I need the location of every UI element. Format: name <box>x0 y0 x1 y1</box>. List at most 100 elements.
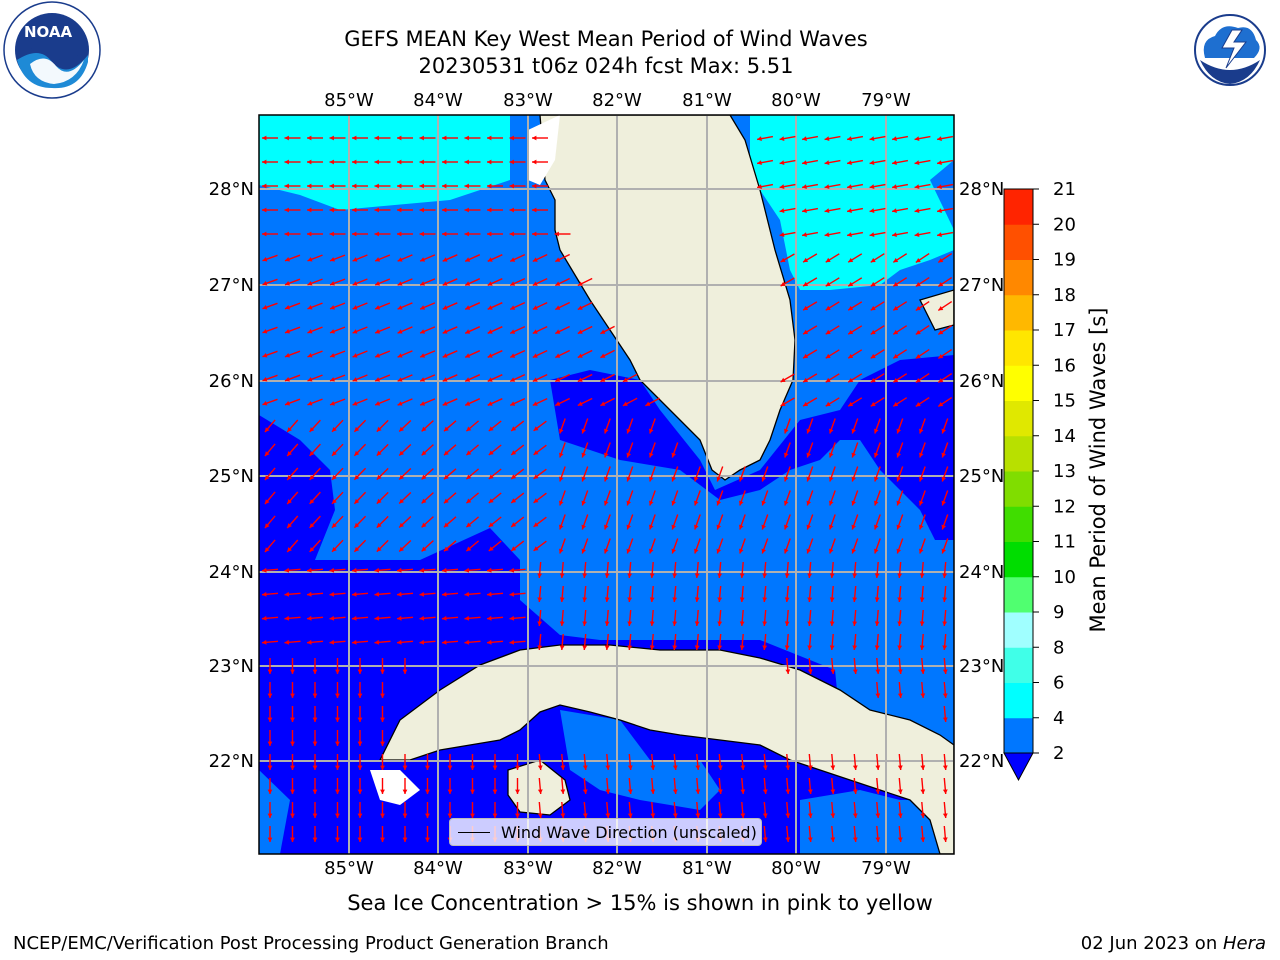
wave-arrow-head <box>376 474 382 480</box>
wave-arrow-head <box>869 208 875 213</box>
wave-arrow-head <box>376 546 382 552</box>
wave-arrow-head <box>919 573 925 578</box>
wave-arrow-head <box>649 548 654 554</box>
wave-arrow-head <box>312 669 318 674</box>
wave-arrow-head <box>807 669 813 674</box>
wave-arrow-head <box>329 639 335 645</box>
wave-arrow-head <box>920 837 926 842</box>
wave-arrow-head <box>645 401 651 406</box>
wave-arrow-head <box>672 573 678 578</box>
wave-arrow-head <box>672 789 678 794</box>
graticule <box>259 115 954 854</box>
colorbar-tick-label: 21 <box>1053 179 1076 200</box>
wave-arrow-head <box>397 567 402 573</box>
wave-arrow-head <box>488 450 494 455</box>
wave-arrow-head <box>802 232 807 237</box>
wave-arrow-head <box>942 645 948 650</box>
wave-arrow-head <box>307 305 313 310</box>
wave-arrow-head <box>695 813 701 818</box>
wave-arrow-head <box>627 597 633 602</box>
wave-arrow-head <box>649 645 655 650</box>
wave-arrow-head <box>487 159 492 165</box>
wave-arrow-head <box>717 765 723 770</box>
wave-arrow-head <box>285 257 290 262</box>
wave-arrow-head <box>307 615 312 621</box>
wave-arrow-head <box>487 305 493 310</box>
wave-arrow-head <box>897 789 903 794</box>
wave-arrow-head <box>803 281 809 287</box>
wave-arrow-head <box>352 135 357 141</box>
wave-arrow-head <box>807 813 813 818</box>
wave-arrow-head <box>875 789 881 794</box>
land-cuba <box>370 644 954 854</box>
wave-arrow-head <box>784 645 790 650</box>
wave-arrow-head <box>622 401 628 406</box>
wave-arrow-head <box>262 305 268 310</box>
wave-arrow-head <box>352 329 358 334</box>
wave-arrow-head <box>824 184 830 189</box>
wave-arrow-head <box>937 136 942 141</box>
wave-arrow-head <box>287 547 292 552</box>
wave-arrow-head <box>555 401 561 406</box>
wave-arrow-head <box>829 476 834 482</box>
wave-arrow-head <box>374 183 379 189</box>
wave-arrow-head <box>330 353 335 358</box>
wave-arrow-head <box>264 523 270 529</box>
wave-arrow-head <box>626 452 631 458</box>
wave-arrow-head <box>896 524 901 530</box>
wave-arrow-head <box>352 183 357 189</box>
wave-arrow-head <box>312 789 318 794</box>
lat-labels-left: 28°N 27°N 26°N 25°N 24°N 23°N 22°N <box>209 179 254 772</box>
wave-arrow-head <box>581 452 586 458</box>
wave-arrow-head <box>784 621 790 626</box>
wave-arrow-head <box>941 500 946 506</box>
wave-arrow-head <box>442 281 448 286</box>
wave-arrow-head <box>533 426 539 431</box>
wave-arrow-head <box>533 522 539 527</box>
wave-arrow-head <box>870 305 876 311</box>
wave-arrow-head <box>487 281 493 286</box>
wave-arrow-head <box>717 645 723 650</box>
wave-arrow-head <box>626 548 631 554</box>
wave-arrow-head <box>335 741 340 746</box>
wave-arrow-head <box>627 789 633 794</box>
wave-arrow-head <box>581 500 586 506</box>
colorbar-segment <box>1004 506 1033 542</box>
wave-arrow-head <box>309 427 315 432</box>
wave-arrow-head <box>330 377 335 382</box>
wave-arrow-head <box>532 135 537 141</box>
wave-arrow-head <box>762 573 768 578</box>
wave-arrow-head <box>354 450 360 456</box>
wave-arrow-head <box>465 401 471 406</box>
colorbar-segment <box>1004 612 1033 648</box>
wave-arrow-head <box>825 353 831 359</box>
wave-arrow-head <box>627 645 633 650</box>
wave-arrow-head <box>626 476 631 482</box>
wave-arrow-head <box>466 426 472 432</box>
wave-arrow-head <box>555 305 561 310</box>
wave-arrow-head <box>357 765 363 770</box>
wave-arrow-head <box>492 789 498 794</box>
wave-arrow-head <box>938 402 944 407</box>
wave-arrow-head <box>307 281 313 286</box>
wave-arrow-head <box>870 257 876 263</box>
wave-arrow-head <box>537 765 543 770</box>
wave-arrow-head <box>330 305 335 310</box>
wave-arrow-head <box>264 427 270 433</box>
wave-arrow-head <box>779 136 785 141</box>
wave-arrow-head <box>267 813 273 818</box>
wave-arrow-head <box>509 183 514 189</box>
wave-arrow-head <box>694 597 700 602</box>
wave-arrow-head <box>312 741 318 746</box>
wave-arrow-head <box>920 813 926 818</box>
wave-arrow-head <box>806 524 811 530</box>
wave-arrow-head <box>374 567 380 573</box>
lon-label: 81°W <box>682 90 732 111</box>
wave-arrow-head <box>510 353 516 358</box>
wave-arrow-head <box>335 837 340 842</box>
wave-arrow-head <box>761 548 766 554</box>
wave-arrow-head <box>267 765 273 770</box>
wave-arrow-head <box>335 789 340 794</box>
wave-arrow-head <box>464 231 469 237</box>
wave-arrow-head <box>852 669 858 674</box>
